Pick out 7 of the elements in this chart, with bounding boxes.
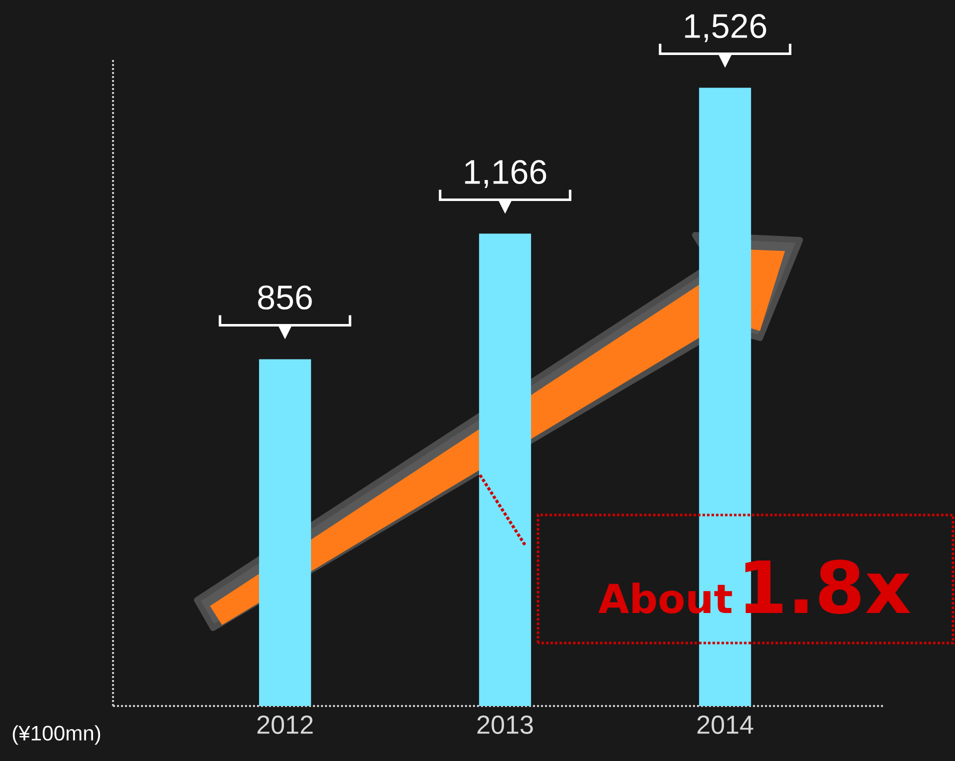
text: (¥100mn) xyxy=(12,725,100,745)
data-label: 1,526 xyxy=(685,14,766,42)
x-tick-label: 2012 xyxy=(257,716,313,734)
x-tick-label: 2014 xyxy=(697,716,754,734)
x-tick-label: 2013 xyxy=(477,716,533,734)
data-label: 1,166 xyxy=(465,160,546,188)
data-label: 856 xyxy=(258,285,312,310)
